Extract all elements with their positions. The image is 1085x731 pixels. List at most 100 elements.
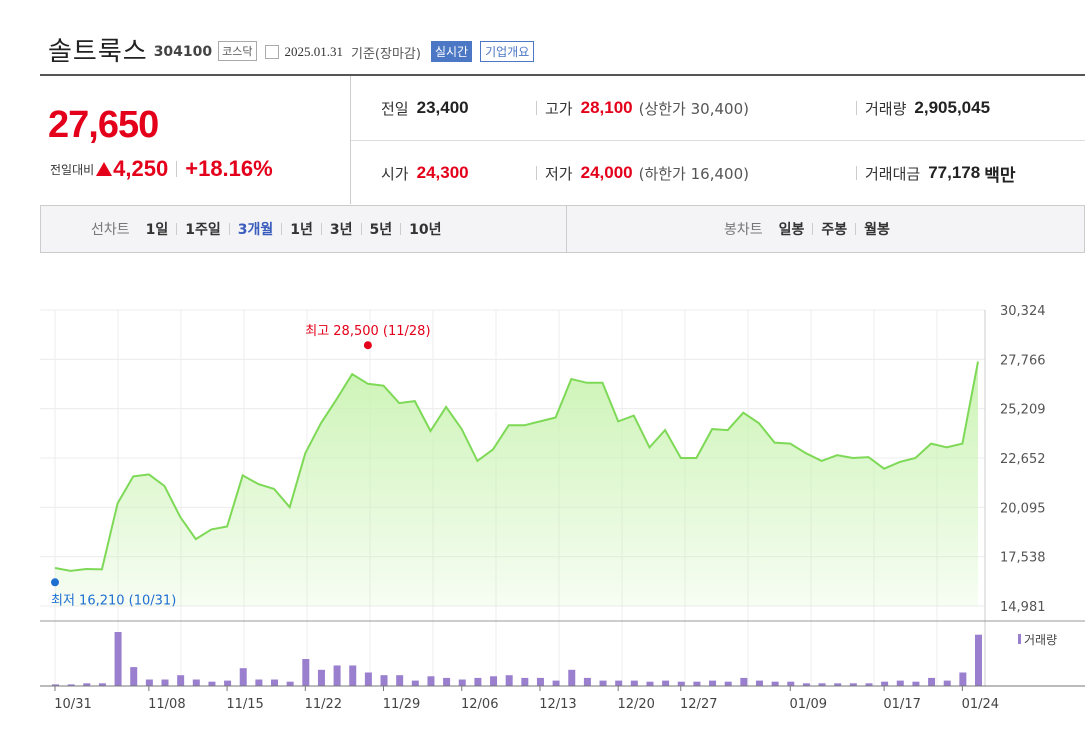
y-tick-label: 27,766 [1000,353,1046,368]
cell-divider [536,101,537,115]
low-value: 24,000 [580,163,633,182]
volume-legend-swatch [1018,634,1021,644]
x-tick-label: 12/06 [461,697,498,712]
stock-code: 304100 [153,44,213,60]
y-tick-label: 14,981 [1000,600,1046,615]
tab-divider [176,223,178,235]
volume-bar [599,680,607,686]
volume-cell: 거래량 2,905,045 [856,76,990,140]
volume-bar [552,680,560,686]
candle-period-tab-0[interactable]: 일봉 [778,222,805,238]
y-tick-label: 22,652 [1000,452,1046,467]
volume-bar [802,683,810,686]
change-divider [176,161,178,177]
volume-bar [943,680,951,686]
volume-bar [505,675,513,686]
line-period-tab-1[interactable]: 1주일 [185,222,221,238]
period-divider [566,206,567,252]
high-value: 28,100 [580,98,633,117]
line-period-tab-2[interactable]: 3개월 [237,222,274,238]
volume-bar [787,681,795,686]
volume-bar [192,679,200,686]
header-divider [40,74,1085,76]
volume-bar [912,681,920,686]
volume-bar [302,659,310,686]
volume-bar [568,669,576,686]
max-point-marker [363,341,372,350]
volume-bar [458,679,466,686]
volume-bar [755,680,763,686]
x-tick-label: 12/13 [539,697,576,712]
volume-bar [693,681,701,686]
turnover-value: 77,178 [928,163,981,182]
volume-bar [317,669,325,686]
price-panel: 27,650 전일대비 4,250 +18.16% [40,76,350,204]
volume-bar [975,634,982,686]
candle-period-tab-2[interactable]: 월봉 [864,222,890,238]
x-tick-label: 12/20 [617,697,654,712]
volume-bar [396,675,404,686]
change-label: 전일대비 [50,162,95,177]
x-tick-label: 11/08 [148,697,185,712]
volume-bar [255,679,263,686]
tab-divider [855,223,857,235]
volume-bar [724,681,732,686]
cell-divider [856,101,857,115]
volume-bar [349,665,357,686]
realtime-button[interactable]: 실시간 [430,40,473,62]
volume-bar [536,677,544,686]
volume-bar [364,672,372,686]
volume-bar [583,677,591,686]
stats-row-1: 전일 23,400 고가 28,100 (상한가 30,400) 거래량 2,9… [351,76,1085,140]
open-value: 24,300 [416,163,469,182]
line-period-tab-4[interactable]: 3년 [329,222,353,238]
y-tick-label: 20,095 [1000,501,1046,516]
tab-divider [400,223,402,235]
volume-bar [490,676,498,686]
line-chart-periods: 선차트 1일 1주일 3개월 1년 3년 5년 10년 [91,206,442,252]
volume-bar [521,677,529,686]
line-period-tab-3[interactable]: 1년 [290,222,313,238]
current-price: 27,650 [48,104,159,146]
cell-divider [536,166,537,180]
high-label: 고가 [545,99,573,118]
calendar-icon [264,45,279,59]
y-tick-label: 25,209 [1000,403,1046,418]
volume-label: 거래량 [865,99,907,118]
volume-bar [834,683,842,686]
change-percent: +18.16% [185,156,273,181]
volume-bar [896,680,904,686]
x-tick-label: 11/15 [226,697,263,712]
stock-header: 솔트룩스 304100 코스닥 2025.01.31 기준(장마감) 실시간 기… [48,32,535,67]
line-period-tab-6[interactable]: 10년 [409,222,442,238]
line-period-tab-5[interactable]: 5년 [369,222,393,238]
min-point-label: 최저 16,210 (10/31) [51,593,176,608]
stats-panel: 전일 23,400 고가 28,100 (상한가 30,400) 거래량 2,9… [350,76,1085,204]
turnover-label: 거래대금 [865,164,921,183]
volume-legend-label: 거래량 [1024,633,1057,647]
turnover-unit: 백만 [984,165,1016,185]
change-amount: 4,250 [113,156,169,181]
volume-bar [411,680,419,686]
volume-bar [849,683,857,686]
price-area-fill [55,361,978,606]
company-overview-dropdown[interactable]: 기업개요 [480,40,535,62]
volume-bar [380,675,388,686]
candle-period-tab-1[interactable]: 주봉 [821,222,848,238]
volume-bar [286,681,294,686]
volume-bar [145,679,153,686]
volume-bar [177,675,185,686]
high-cell: 고가 28,100 (상한가 30,400) [536,76,749,140]
volume-bar [161,679,169,686]
volume-bar [83,683,91,686]
volume-bar [239,668,247,686]
volume-bar [615,680,623,686]
x-tick-label: 11/22 [305,697,342,712]
line-period-tab-0[interactable]: 1일 [145,222,169,238]
prev-close-cell: 전일 23,400 [381,76,469,140]
market-badge: 코스닥 [218,41,257,61]
min-point-marker [51,578,59,587]
up-triangle-icon [96,162,113,176]
volume-bar [928,677,936,686]
